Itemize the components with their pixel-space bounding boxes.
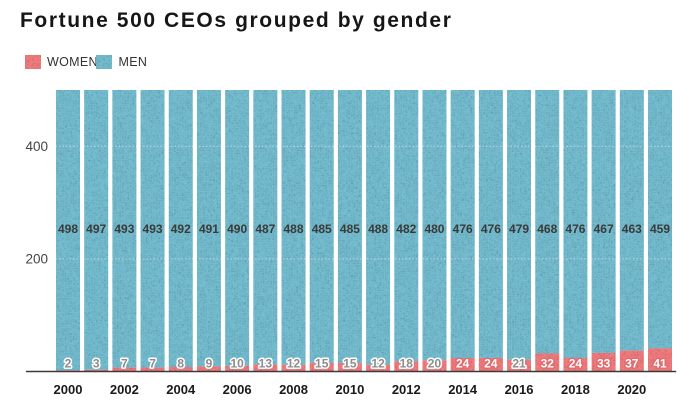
- svg-text:498: 498: [58, 222, 78, 236]
- svg-text:7: 7: [121, 357, 128, 371]
- svg-text:2018: 2018: [561, 382, 590, 397]
- svg-text:488: 488: [368, 222, 388, 236]
- svg-text:12: 12: [371, 357, 385, 371]
- svg-text:485: 485: [312, 222, 332, 236]
- svg-text:24: 24: [456, 357, 470, 371]
- svg-text:32: 32: [541, 357, 555, 371]
- svg-text:476: 476: [453, 222, 473, 236]
- svg-text:480: 480: [424, 222, 444, 236]
- svg-text:490: 490: [227, 222, 247, 236]
- svg-text:479: 479: [509, 222, 529, 236]
- svg-text:2020: 2020: [617, 382, 646, 397]
- svg-text:2004: 2004: [166, 382, 196, 397]
- svg-text:9: 9: [206, 357, 213, 371]
- svg-text:488: 488: [284, 222, 304, 236]
- svg-text:2002: 2002: [110, 382, 139, 397]
- svg-text:2010: 2010: [335, 382, 364, 397]
- svg-text:12: 12: [287, 357, 301, 371]
- svg-text:2008: 2008: [279, 382, 308, 397]
- svg-text:37: 37: [625, 357, 639, 371]
- svg-text:493: 493: [143, 222, 163, 236]
- svg-text:24: 24: [484, 357, 498, 371]
- svg-text:2000: 2000: [54, 382, 83, 397]
- svg-text:493: 493: [114, 222, 134, 236]
- svg-text:2016: 2016: [505, 382, 534, 397]
- svg-text:487: 487: [255, 222, 275, 236]
- svg-text:20: 20: [428, 357, 442, 371]
- svg-text:491: 491: [199, 222, 219, 236]
- svg-text:13: 13: [259, 357, 273, 371]
- svg-text:7: 7: [149, 357, 156, 371]
- svg-text:200: 200: [25, 251, 48, 266]
- svg-text:8: 8: [177, 357, 184, 371]
- svg-text:24: 24: [569, 357, 583, 371]
- svg-text:463: 463: [622, 222, 642, 236]
- svg-text:476: 476: [481, 222, 501, 236]
- svg-text:468: 468: [537, 222, 557, 236]
- svg-text:482: 482: [396, 222, 416, 236]
- svg-text:2006: 2006: [223, 382, 252, 397]
- svg-text:476: 476: [565, 222, 585, 236]
- svg-text:467: 467: [594, 222, 614, 236]
- svg-text:10: 10: [230, 357, 244, 371]
- svg-text:485: 485: [340, 222, 360, 236]
- svg-text:2012: 2012: [392, 382, 421, 397]
- svg-text:41: 41: [653, 357, 667, 371]
- svg-text:497: 497: [86, 222, 106, 236]
- svg-text:15: 15: [315, 357, 329, 371]
- svg-text:2: 2: [65, 357, 72, 371]
- svg-text:21: 21: [512, 357, 526, 371]
- svg-text:459: 459: [650, 222, 670, 236]
- svg-text:33: 33: [597, 357, 611, 371]
- svg-text:15: 15: [343, 357, 357, 371]
- svg-text:400: 400: [25, 139, 48, 154]
- svg-text:3: 3: [93, 357, 100, 371]
- svg-text:492: 492: [171, 222, 191, 236]
- svg-text:2014: 2014: [448, 382, 478, 397]
- svg-text:18: 18: [400, 357, 414, 371]
